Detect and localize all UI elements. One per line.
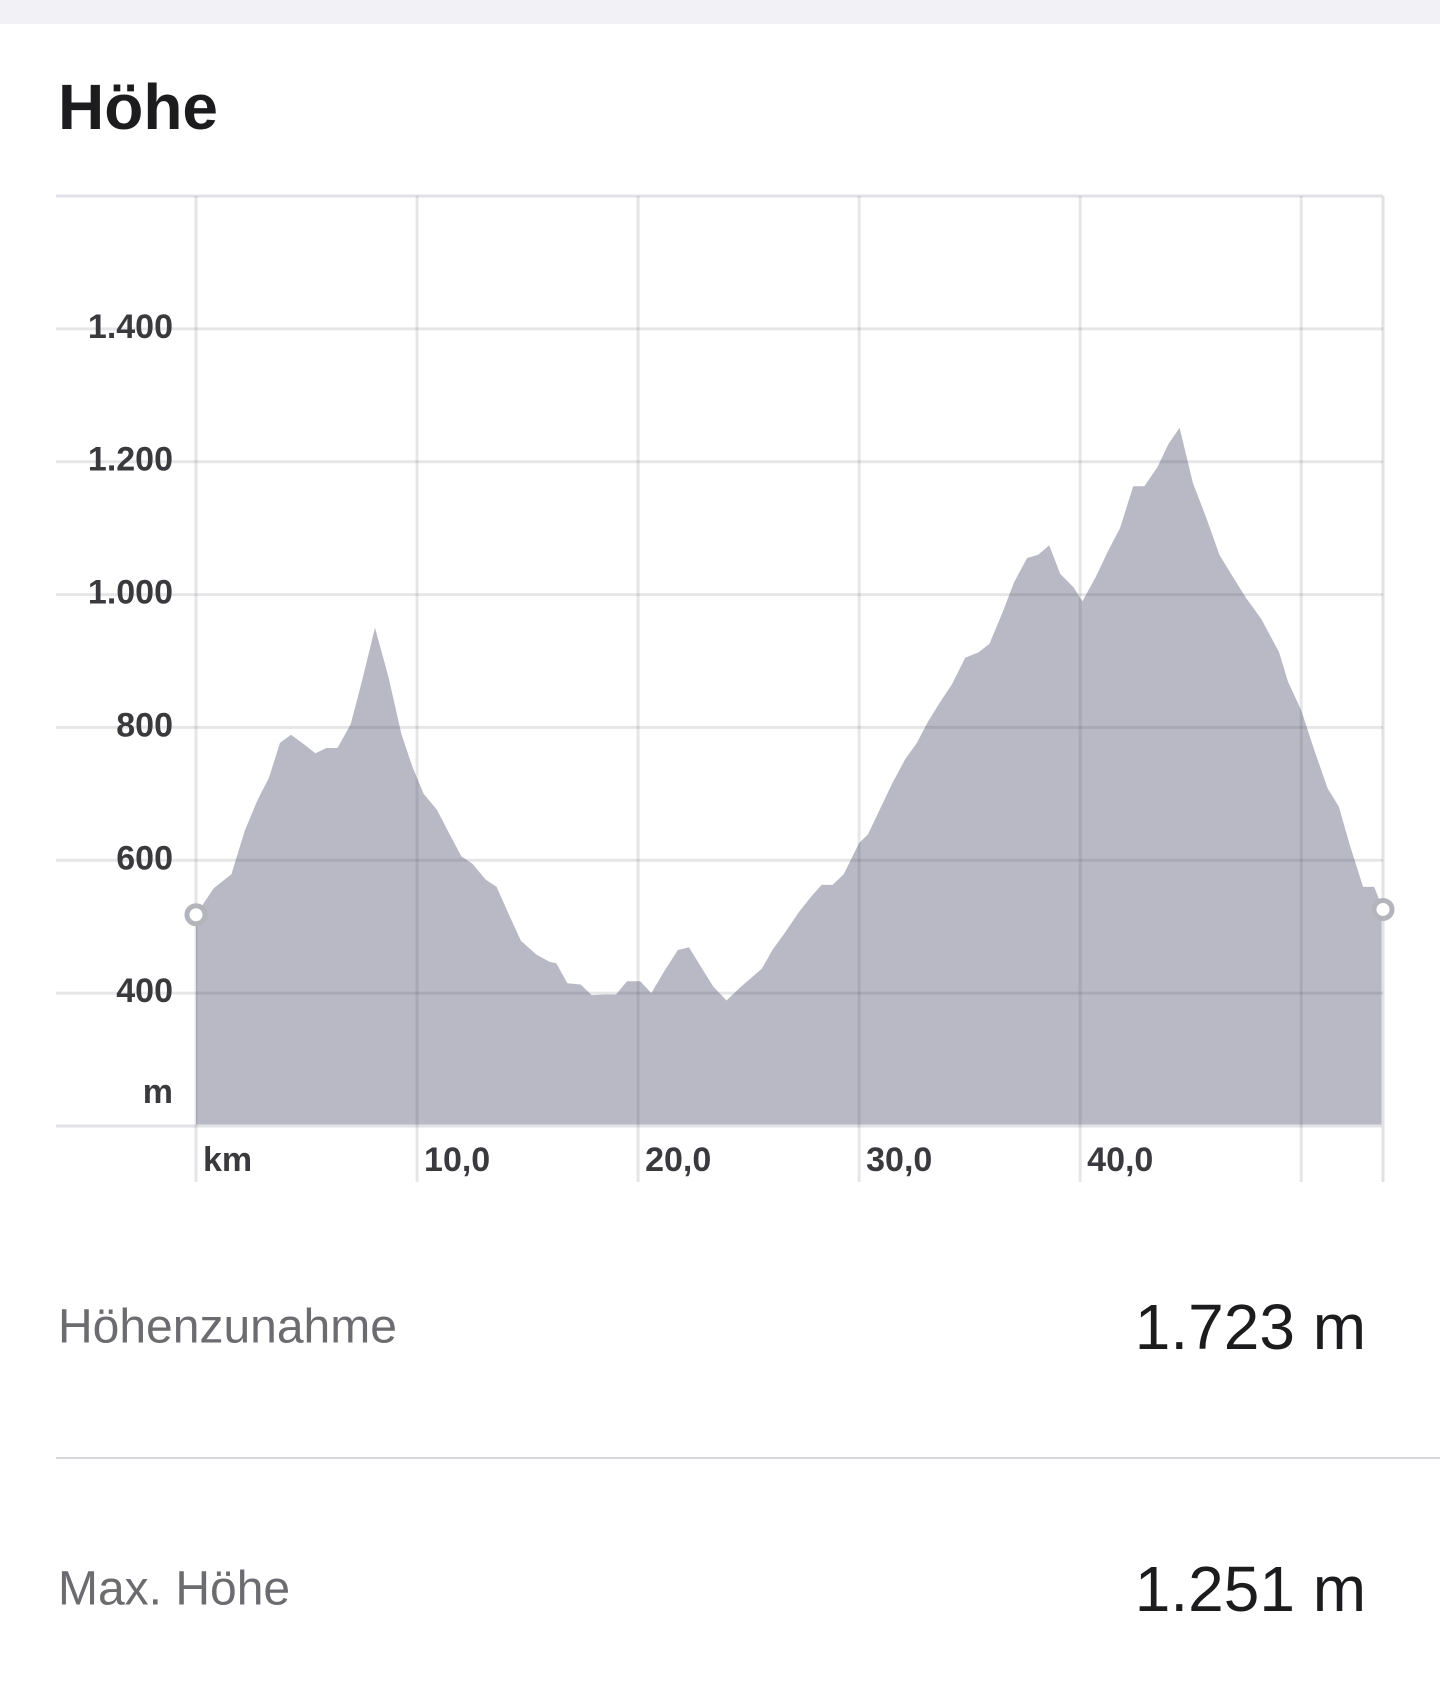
y-axis-label: m bbox=[143, 1073, 173, 1111]
y-tick-label: 800 bbox=[116, 706, 173, 744]
stat-value: 1.723 m bbox=[1135, 1291, 1366, 1363]
y-tick-label: 1.200 bbox=[88, 441, 173, 479]
stat-label: Max. Höhe bbox=[58, 1563, 290, 1616]
x-tick-label: 10,0 bbox=[424, 1141, 490, 1179]
x-tick-label: 40,0 bbox=[1087, 1141, 1153, 1179]
stat-label: Höhenzunahme bbox=[58, 1301, 397, 1354]
elevation-chart: 400 600 800 1.000 1.200 1.400 km 10,0 20,0 30,0 40… bbox=[56, 194, 1395, 1182]
y-tick-label: 400 bbox=[116, 972, 173, 1010]
section-title: Höhe bbox=[58, 71, 218, 143]
y-tick-label: 1.400 bbox=[88, 308, 173, 346]
stat-value: 1.251 m bbox=[1135, 1553, 1366, 1625]
top-bar bbox=[0, 0, 1440, 24]
endpoint-marker bbox=[1371, 897, 1395, 921]
y-tick-label: 600 bbox=[116, 839, 173, 877]
y-tick-label: 1.000 bbox=[88, 574, 173, 612]
x-tick-label: 30,0 bbox=[866, 1141, 932, 1179]
endpoint-marker bbox=[184, 903, 208, 927]
elevation-area bbox=[196, 427, 1383, 1126]
x-tick-label: km bbox=[203, 1141, 252, 1179]
x-tick-label: 20,0 bbox=[645, 1141, 711, 1179]
